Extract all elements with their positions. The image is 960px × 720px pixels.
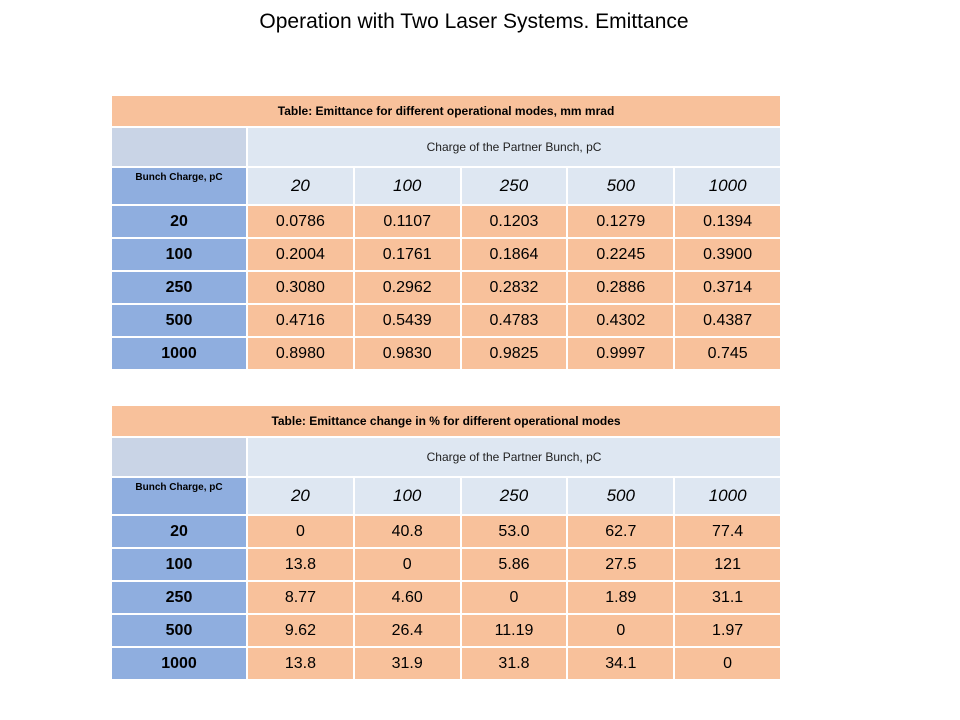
- table-cell: 77.4: [673, 514, 783, 549]
- column-header: 100: [352, 166, 462, 206]
- table-cell: 0.1279: [566, 204, 676, 239]
- row-header: 100: [110, 547, 248, 582]
- row-header: 500: [110, 303, 248, 338]
- table-cell: 0.745: [673, 336, 783, 371]
- partner-header-row: Charge of the Partner Bunch, pC: [110, 126, 783, 168]
- row-header: 100: [110, 237, 248, 272]
- table-row: 1000 0.8980 0.9830 0.9825 0.9997 0.745: [110, 336, 783, 371]
- emittance-table: Table: Emittance for different operation…: [109, 94, 783, 371]
- table-cell: 0.2962: [352, 270, 462, 305]
- column-header: 20: [246, 166, 355, 206]
- table-cell: 31.1: [673, 580, 783, 615]
- table-cell: 0: [459, 580, 569, 615]
- table-cell: 0.2004: [246, 237, 355, 272]
- table-row: 20 0.0786 0.1107 0.1203 0.1279 0.1394: [110, 204, 783, 239]
- table-cell: 0: [246, 514, 355, 549]
- column-header: 20: [246, 476, 355, 516]
- table-cell: 31.8: [459, 646, 569, 681]
- table-cell: 5.86: [459, 547, 569, 582]
- table-cell: 0.9997: [566, 336, 676, 371]
- emittance-change-table: Table: Emittance change in % for differe…: [109, 404, 783, 681]
- column-header: 1000: [673, 166, 783, 206]
- table-cell: 0: [352, 547, 462, 582]
- table-cell: 11.19: [459, 613, 569, 648]
- row-header: 1000: [110, 646, 248, 681]
- table-cell: 26.4: [352, 613, 462, 648]
- table-row: 500 0.4716 0.5439 0.4783 0.4302 0.4387: [110, 303, 783, 338]
- table-cell: 13.8: [246, 646, 355, 681]
- row-header: 20: [110, 204, 248, 239]
- table-cell: 0.1761: [352, 237, 462, 272]
- table-cell: 0.2245: [566, 237, 676, 272]
- table-cell: 0.3900: [673, 237, 783, 272]
- table-cell: 0.8980: [246, 336, 355, 371]
- table-cell: 0: [566, 613, 676, 648]
- table-cell: 0.4302: [566, 303, 676, 338]
- table-cell: 62.7: [566, 514, 676, 549]
- table-cell: 8.77: [246, 580, 355, 615]
- row-header: 250: [110, 580, 248, 615]
- column-header-row: Bunch Charge, pC 20 100 250 500 1000: [110, 166, 783, 206]
- table-cell: 0.4387: [673, 303, 783, 338]
- row-header: 250: [110, 270, 248, 305]
- table-cell: 0.4783: [459, 303, 569, 338]
- partner-bunch-label: Charge of the Partner Bunch, pC: [245, 126, 783, 168]
- table-row: 250 8.77 4.60 0 1.89 31.1: [110, 580, 783, 615]
- column-header: 250: [459, 166, 569, 206]
- table-cell: 34.1: [566, 646, 676, 681]
- table-cell: 1.97: [673, 613, 783, 648]
- row-header: 20: [110, 514, 248, 549]
- row-header: 500: [110, 613, 248, 648]
- column-header: 1000: [673, 476, 783, 516]
- column-header: 100: [352, 476, 462, 516]
- slide-title: Operation with Two Laser Systems. Emitta…: [259, 10, 689, 33]
- table-cell: 0.5439: [352, 303, 462, 338]
- table-cell: 1.89: [566, 580, 676, 615]
- table-caption-row: Table: Emittance change in % for differe…: [109, 404, 783, 438]
- table-cell: 0.3080: [246, 270, 355, 305]
- table-cell: 0.1107: [352, 204, 462, 239]
- table-cell: 121: [673, 547, 783, 582]
- table-cell: 0.3714: [673, 270, 783, 305]
- table-cell: 31.9: [352, 646, 462, 681]
- table-row: 250 0.3080 0.2962 0.2832 0.2886 0.3714: [110, 270, 783, 305]
- bunch-charge-label: Bunch Charge, pC: [110, 476, 248, 516]
- table-cell: 0.2832: [459, 270, 569, 305]
- table-row: 100 13.8 0 5.86 27.5 121: [110, 547, 783, 582]
- table-cell: 0.1864: [459, 237, 569, 272]
- table-cell: 0: [673, 646, 783, 681]
- table-row: 500 9.62 26.4 11.19 0 1.97: [110, 613, 783, 648]
- table-cell: 9.62: [246, 613, 355, 648]
- table-cell: 4.60: [352, 580, 462, 615]
- table-cell: 40.8: [352, 514, 462, 549]
- column-header: 250: [459, 476, 569, 516]
- table-caption-row: Table: Emittance for different operation…: [109, 94, 783, 128]
- table-row: 20 0 40.8 53.0 62.7 77.4: [110, 514, 783, 549]
- column-header: 500: [566, 476, 676, 516]
- table-cell: 53.0: [459, 514, 569, 549]
- table-cell: 0.2886: [566, 270, 676, 305]
- corner-cell: [110, 126, 248, 168]
- partner-header-row: Charge of the Partner Bunch, pC: [110, 436, 783, 478]
- corner-cell: [110, 436, 248, 478]
- table-cell: 0.1203: [459, 204, 569, 239]
- column-header: 500: [566, 166, 676, 206]
- table-cell: 0.4716: [246, 303, 355, 338]
- table-row: 1000 13.8 31.9 31.8 34.1 0: [110, 646, 783, 681]
- table-cell: 0.9830: [352, 336, 462, 371]
- table-caption: Table: Emittance for different operation…: [109, 94, 783, 128]
- table-cell: 0.0786: [246, 204, 355, 239]
- bunch-charge-label: Bunch Charge, pC: [110, 166, 248, 206]
- table-cell: 0.9825: [459, 336, 569, 371]
- table-cell: 27.5: [566, 547, 676, 582]
- column-header-row: Bunch Charge, pC 20 100 250 500 1000: [110, 476, 783, 516]
- partner-bunch-label: Charge of the Partner Bunch, pC: [245, 436, 783, 478]
- table-row: 100 0.2004 0.1761 0.1864 0.2245 0.3900: [110, 237, 783, 272]
- table-caption: Table: Emittance change in % for differe…: [109, 404, 783, 438]
- table-cell: 13.8: [246, 547, 355, 582]
- row-header: 1000: [110, 336, 248, 371]
- table-cell: 0.1394: [673, 204, 783, 239]
